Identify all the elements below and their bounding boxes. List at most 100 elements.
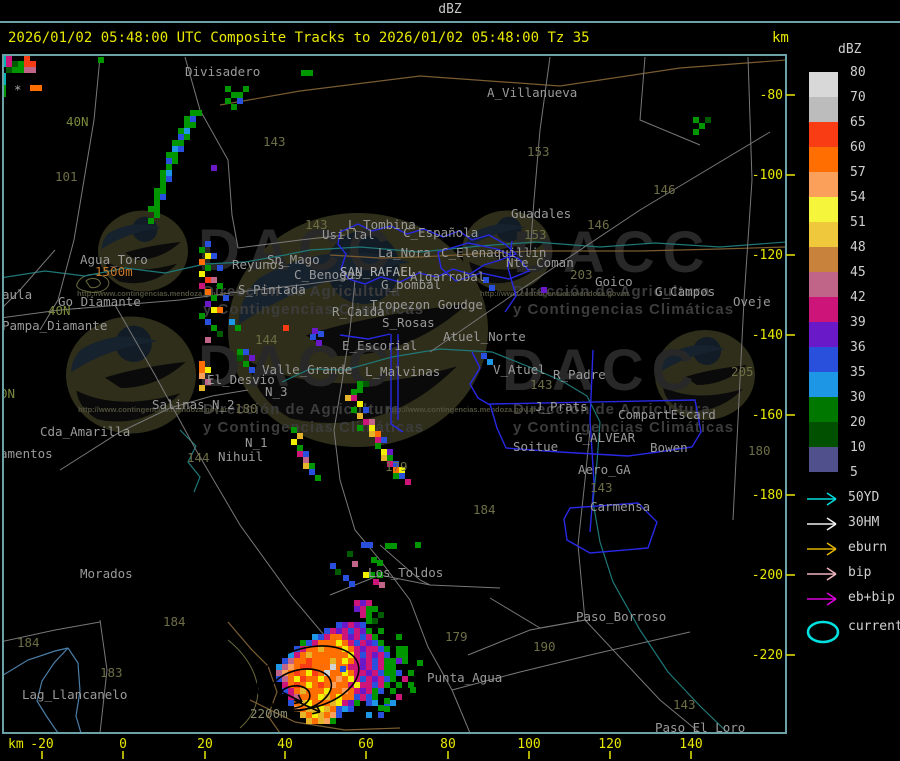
- radar-echo-cell: [372, 646, 378, 652]
- radar-echo-cell: [342, 652, 348, 658]
- radar-echo-cell: [318, 670, 324, 676]
- road-number-label: 143: [530, 377, 553, 392]
- radar-echo-cell: [342, 646, 348, 652]
- radar-echo-cell: [166, 170, 172, 176]
- radar-echo-cell: [336, 628, 342, 634]
- radar-echo-cell: [366, 618, 372, 624]
- radar-echo-cell: [294, 682, 300, 688]
- place-label: G_Campos: [655, 284, 715, 299]
- road-number-label: 153: [527, 144, 550, 159]
- radar-echo-cell: [4, 61, 6, 67]
- road-gray: [4, 277, 356, 318]
- radar-echo-cell: [211, 277, 217, 283]
- bottom-axis-tick-label: -20: [30, 737, 53, 752]
- place-label: Usillal: [322, 227, 375, 242]
- radar-echo-cell: [330, 694, 336, 700]
- radar-echo-cell: [357, 401, 363, 407]
- radar-echo-cell: [360, 628, 366, 634]
- radar-echo-cell: [336, 712, 342, 718]
- radar-echo-cell: [375, 431, 381, 437]
- radar-echo-cell: [363, 381, 369, 387]
- radar-echo-cell: [205, 319, 211, 325]
- radar-echo-cell: [243, 86, 249, 92]
- radar-echo-cell: [342, 640, 348, 646]
- radar-echo-cell: [330, 634, 336, 640]
- legend-label: eb+bip: [848, 590, 895, 605]
- road-gray: [333, 279, 471, 732]
- radar-echo-cell: [363, 407, 369, 413]
- radar-echo-cell: [36, 85, 42, 91]
- radar-echo-cell: [291, 427, 297, 433]
- radar-echo-cell: [408, 682, 414, 688]
- radar-echo-cell: [378, 652, 384, 658]
- river-line: [309, 241, 785, 253]
- radar-echo-cell: [294, 652, 300, 658]
- radar-echo-cell: [4, 91, 6, 97]
- radar-echo-cell: [342, 628, 348, 634]
- radar-echo-cell: [249, 367, 255, 373]
- lake-outline: [36, 647, 69, 732]
- radar-echo-cell: [199, 247, 205, 253]
- radar-echo-cell: [199, 283, 205, 289]
- scale-band-10: [809, 447, 838, 472]
- radar-echo-cell: [415, 542, 421, 548]
- radar-echo-cell: [336, 706, 342, 712]
- radar-echo-cell: [300, 682, 306, 688]
- dacc-eye-logo-watermark: [66, 316, 196, 434]
- radar-echo-cell: [178, 140, 184, 146]
- radar-echo-cell: [199, 373, 205, 379]
- radar-echo-cell: [378, 640, 384, 646]
- road-gray: [184, 56, 239, 249]
- place-label: Aero_GA: [578, 462, 631, 477]
- road-gray: [114, 304, 336, 649]
- radar-echo-cell: [6, 56, 12, 61]
- radar-echo-cell: [300, 664, 306, 670]
- radar-echo-cell: [387, 449, 393, 455]
- road-brown: [219, 59, 785, 106]
- radar-echo-cell: [372, 618, 378, 624]
- radar-echo-cell: [393, 473, 399, 479]
- road-gray: [732, 56, 753, 521]
- radar-echo-cell: [366, 634, 372, 640]
- radar-echo-cell: [205, 265, 211, 271]
- radar-echo-cell: [387, 461, 393, 467]
- bottom-axis-tick-label: 0: [119, 737, 127, 752]
- radar-echo-cell: [487, 359, 493, 365]
- road-brown: [329, 254, 421, 259]
- radar-echo-cell: [184, 116, 190, 122]
- radar-echo-cell: [354, 688, 360, 694]
- radar-echo-cell: [300, 676, 306, 682]
- radar-echo-cell: [231, 92, 237, 98]
- legend-label: 50YD: [848, 490, 880, 505]
- road-brown: [227, 621, 253, 651]
- road-number-label: 144: [255, 332, 278, 347]
- radar-echo-cell: [354, 646, 360, 652]
- radar-echo-cell: [348, 694, 354, 700]
- radar-echo-cell: [360, 640, 366, 646]
- radar-echo-cell: [30, 85, 36, 91]
- radar-echo-cell: [378, 646, 384, 652]
- place-label: N_3: [265, 384, 288, 399]
- radar-echo-cell: [393, 461, 399, 467]
- scale-band-60: [809, 147, 838, 172]
- scale-label: 35: [850, 365, 866, 380]
- radar-echo-cell: [300, 658, 306, 664]
- radar-echo-cell: [342, 694, 348, 700]
- radar-echo-cell: [360, 612, 366, 618]
- place-label: N_1: [245, 435, 268, 450]
- color-scale-panel: dBZ 80 70 65 60 57 54 51 48 45 42 39 36 35 30 20 10 5 50…: [790, 40, 900, 761]
- radar-echo-cell: [343, 575, 349, 581]
- radar-echo-cell: [402, 652, 408, 658]
- radar-echo-cell: [283, 325, 289, 331]
- radar-echo-cell: [30, 67, 36, 73]
- right-axis-tick-label: -100: [752, 168, 783, 183]
- place-label: S_Rosas: [382, 315, 435, 330]
- radar-echo-cell: [211, 295, 217, 301]
- place-label: CompartEscard: [618, 407, 716, 422]
- radar-echo-cell: [348, 706, 354, 712]
- radar-echo-cell: [348, 658, 354, 664]
- radar-echo-cell: [357, 381, 363, 387]
- storm-track-ellipse: [256, 645, 360, 711]
- radar-echo-cell: [366, 652, 372, 658]
